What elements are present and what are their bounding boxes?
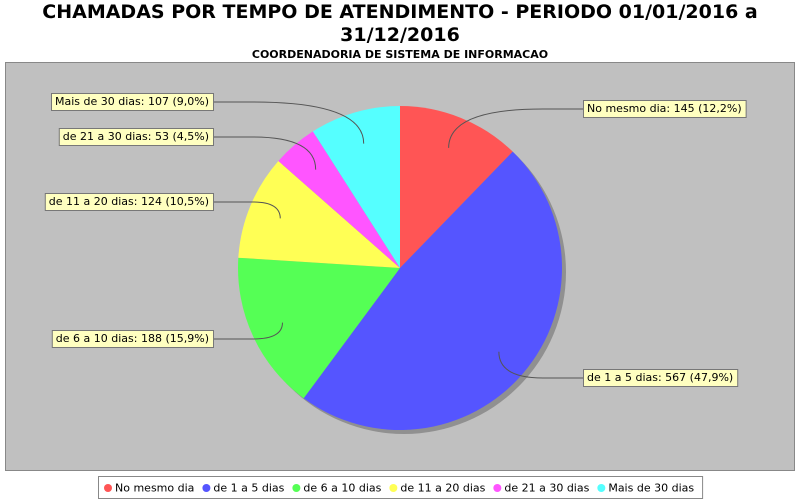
label-group: de 11 a 20 dias: 124 (10,5%) (44, 193, 281, 219)
legend-box (98, 476, 704, 499)
pie-slice (400, 106, 513, 268)
leader-line (498, 351, 583, 379)
label-box (51, 330, 214, 348)
legend-marker (202, 484, 211, 492)
label-box (44, 193, 214, 211)
leader-line (448, 108, 583, 148)
leader-line (213, 322, 283, 340)
legend-label: de 1 a 5 dias (213, 482, 284, 495)
pie-slice (238, 160, 400, 268)
label-box (583, 369, 739, 387)
leader-line (213, 136, 317, 170)
legend-marker (389, 484, 398, 492)
pie-slice (312, 106, 400, 268)
pie-slice (238, 257, 400, 399)
label-box (583, 100, 747, 118)
legend-marker (292, 484, 301, 492)
pie-slice (303, 151, 562, 430)
label-group: de 1 a 5 dias: 567 (47,9%) (498, 351, 739, 387)
data-label: Mais de 30 dias: 107 (9,0%) (55, 95, 209, 108)
legend-marker (597, 484, 606, 492)
data-label: de 11 a 20 dias: 124 (10,5%) (49, 195, 209, 208)
label-group: Mais de 30 dias: 107 (9,0%) (51, 93, 365, 144)
pie-slice (278, 131, 400, 268)
legend-label: Mais de 30 dias (608, 482, 694, 495)
label-box (58, 128, 214, 146)
data-label: de 6 a 10 dias: 188 (15,9%) (56, 332, 209, 345)
label-group: de 21 a 30 dias: 53 (4,5%) (58, 128, 317, 170)
label-group: de 6 a 10 dias: 188 (15,9%) (51, 322, 283, 348)
legend-label: de 6 a 10 dias (303, 482, 381, 495)
legend: No mesmo dia de 1 a 5 dias de 6 a 10 dias d… (98, 476, 704, 499)
leader-line (213, 101, 365, 144)
legend-marker (493, 484, 502, 492)
legend-label: No mesmo dia (115, 482, 194, 495)
data-label: de 21 a 30 dias: 53 (4,5%) (63, 130, 209, 143)
chart-title: CHAMADAS POR TEMPO DE ATENDIMENTO - PERI… (42, 1, 758, 46)
label-group: No mesmo dia: 145 (12,2%) (448, 100, 747, 148)
legend-label: de 21 a 30 dias (504, 482, 589, 495)
leader-line (213, 201, 281, 219)
chart-subtitle: COORDENADORIA DE SISTEMA DE INFORMACAO (251, 48, 549, 61)
data-label: de 1 a 5 dias: 567 (47,9%) (587, 371, 733, 384)
legend-marker (104, 484, 112, 492)
legend-label: de 11 a 20 dias (400, 482, 485, 495)
label-box (51, 93, 214, 111)
data-label: No mesmo dia: 145 (12,2%) (587, 102, 742, 115)
